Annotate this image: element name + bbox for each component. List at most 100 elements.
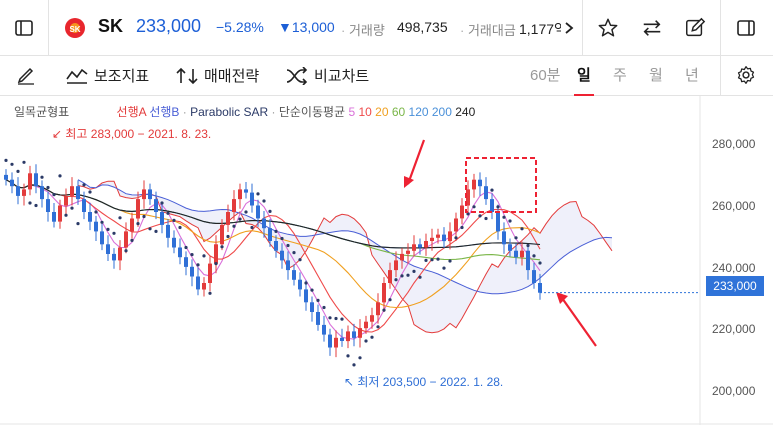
edit-icon[interactable] [682, 16, 708, 40]
volume-label: · 거래량 [341, 23, 385, 38]
candle-body [262, 218, 266, 229]
candle-body [202, 283, 206, 290]
psar-dot [268, 209, 272, 213]
candle-body [76, 186, 80, 200]
ichimoku-cloud [78, 179, 612, 333]
legend-ma-120: 120 [405, 105, 429, 119]
candle-body [82, 199, 86, 212]
candle-body [418, 244, 422, 248]
candle-body [286, 260, 290, 271]
active-period-underline [574, 94, 594, 96]
psar-dot [184, 245, 188, 250]
candle-body [10, 179, 14, 187]
candle-body [172, 237, 176, 248]
psar-dot [262, 199, 266, 203]
psar-dot [40, 175, 44, 179]
psar-dot [160, 201, 164, 205]
candle-body [310, 302, 314, 312]
psar-dot [292, 251, 296, 255]
highlight-box [465, 157, 537, 213]
panel-toggle-icon[interactable] [734, 16, 758, 40]
psar-dot [532, 254, 536, 258]
candle-body [340, 337, 344, 341]
candle-body [322, 324, 326, 335]
psar-dot [442, 266, 446, 270]
candle-body [64, 195, 68, 206]
candle-body [328, 334, 332, 348]
indicator-button[interactable]: 보조지표 [66, 65, 149, 86]
psar-dot [202, 254, 206, 258]
psar-dot [70, 206, 74, 210]
stock-symbol: SK [98, 16, 124, 36]
amount-label: · 거래대금 [460, 23, 516, 38]
psar-dot [238, 217, 242, 221]
svg-text:SK: SK [69, 25, 80, 34]
psar-dot [100, 220, 104, 224]
legend-span-a: 선행A [116, 105, 146, 119]
psar-dot [406, 273, 410, 277]
pen-icon[interactable] [14, 64, 38, 86]
candle-body [424, 241, 428, 248]
psar-dot [508, 219, 512, 223]
psar-dot [466, 212, 470, 216]
candle-body [388, 270, 392, 283]
legend-ma-200: 200 [428, 105, 452, 119]
psar-dot [424, 258, 428, 262]
legend-ichimoku: 일목균형표 [14, 105, 70, 119]
candle-body [106, 244, 110, 254]
candle-body [220, 224, 224, 245]
period-60min[interactable]: 60분 [530, 67, 561, 84]
candle-body [316, 312, 320, 325]
candle-body [346, 331, 350, 342]
psar-dot [10, 162, 14, 166]
volume-value: 498,735 [397, 19, 448, 35]
psar-dot [208, 291, 212, 295]
star-icon[interactable] [595, 16, 621, 40]
arrow-annotation [561, 297, 597, 347]
psar-dot [178, 225, 182, 230]
sidebar-toggle-icon[interactable] [12, 16, 36, 40]
period-week[interactable]: 주 [613, 67, 627, 84]
candle-body [466, 189, 470, 206]
psar-dot [412, 269, 416, 273]
legend-ma-20: 20 [371, 105, 389, 119]
candle-body [508, 244, 512, 251]
period-year[interactable]: 년 [685, 67, 699, 84]
psar-dot [484, 216, 488, 221]
psar-dot [538, 261, 542, 265]
period-month[interactable]: 월 [649, 67, 663, 84]
high-annotation: ↙ 최고 283,000 − 2021. 8. 23. [52, 127, 212, 141]
psar-dot [214, 262, 218, 266]
psar-dot [430, 258, 434, 262]
candle-body [190, 266, 194, 277]
psar-dot [4, 158, 8, 162]
psar-dot [304, 281, 308, 285]
chart-toolbar [0, 56, 773, 96]
psar-dot [328, 316, 332, 320]
price-chart[interactable] [0, 96, 773, 425]
strategy-button[interactable]: 매매전략 [176, 65, 259, 86]
psar-dot [514, 236, 518, 240]
candle-body [532, 270, 536, 283]
quote-header: SK SK 233,000 −5.28% ▼13,000 · 거래량 498,7… [0, 0, 773, 56]
psar-dot [196, 263, 200, 267]
candle-body [370, 315, 374, 322]
candle-body [526, 250, 530, 271]
chevron-right-icon[interactable] [562, 18, 576, 38]
compare-button[interactable]: 비교차트 [286, 65, 369, 86]
candle-body [496, 212, 500, 232]
candle-body [124, 231, 128, 248]
legend-span-b: 선행B [149, 105, 180, 119]
swap-arrows-icon[interactable] [639, 16, 665, 40]
psar-dot [256, 192, 260, 196]
candle-body [256, 205, 260, 219]
period-day[interactable]: 일 [577, 67, 591, 84]
candle-body [436, 234, 440, 238]
gear-icon[interactable] [734, 64, 758, 86]
candle-body [142, 189, 146, 200]
psar-dot [220, 245, 224, 249]
last-price-tag: 233,000 [706, 276, 764, 296]
psar-dot [274, 229, 278, 233]
psar-dot [76, 222, 80, 226]
psar-dot [22, 160, 26, 164]
